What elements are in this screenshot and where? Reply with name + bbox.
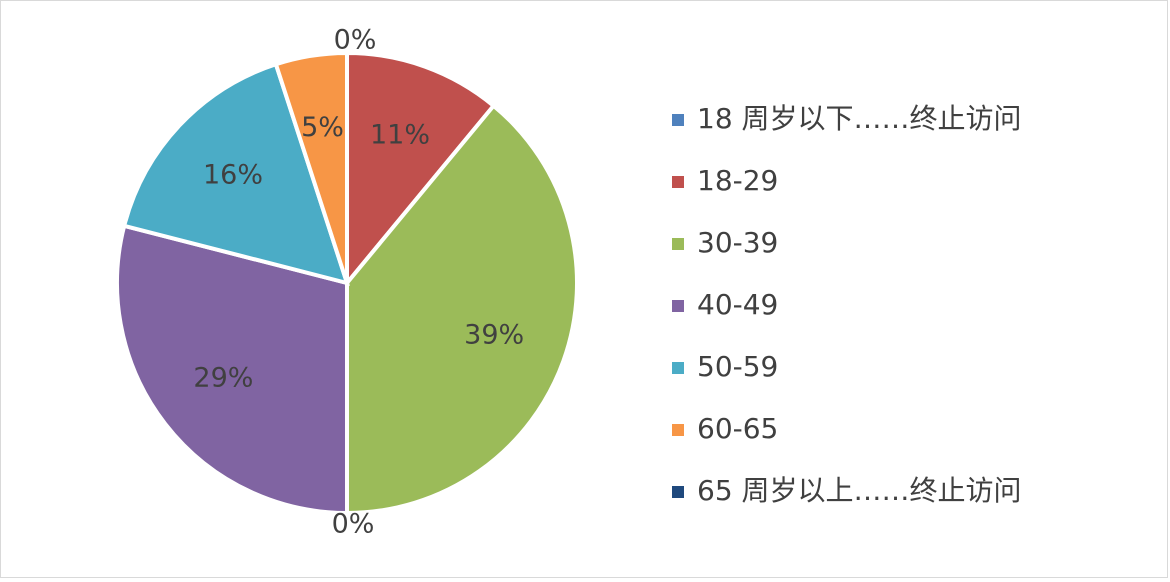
legend-swatch: [672, 300, 684, 312]
data-label: 39%: [464, 319, 524, 350]
data-label: 11%: [370, 119, 430, 150]
pie-slice: [121, 61, 351, 286]
pie-slice: [345, 102, 579, 516]
legend-label: 60-65: [697, 412, 778, 445]
legend-swatch: [672, 362, 684, 374]
pie-slice: [345, 50, 497, 289]
legend-label: 40-49: [697, 288, 778, 321]
data-label: 0%: [334, 25, 377, 56]
legend-swatch: [672, 176, 684, 188]
pie-slice: [115, 223, 349, 516]
legend-label: 18 周岁以下……终止访问: [697, 102, 1022, 135]
legend-label: 65 周岁以上……终止访问: [697, 474, 1022, 507]
legend-swatch: [672, 424, 684, 436]
data-label: 29%: [193, 362, 253, 393]
legend-label: 50-59: [697, 350, 778, 383]
data-label: 16%: [203, 159, 263, 190]
legend-swatch: [672, 114, 684, 126]
data-label: 0%: [332, 509, 375, 540]
legend-label: 18-29: [697, 164, 778, 197]
legend-swatch: [672, 238, 684, 250]
data-label: 5%: [301, 112, 344, 143]
legend-swatch: [672, 486, 684, 498]
legend-label: 30-39: [697, 226, 778, 259]
